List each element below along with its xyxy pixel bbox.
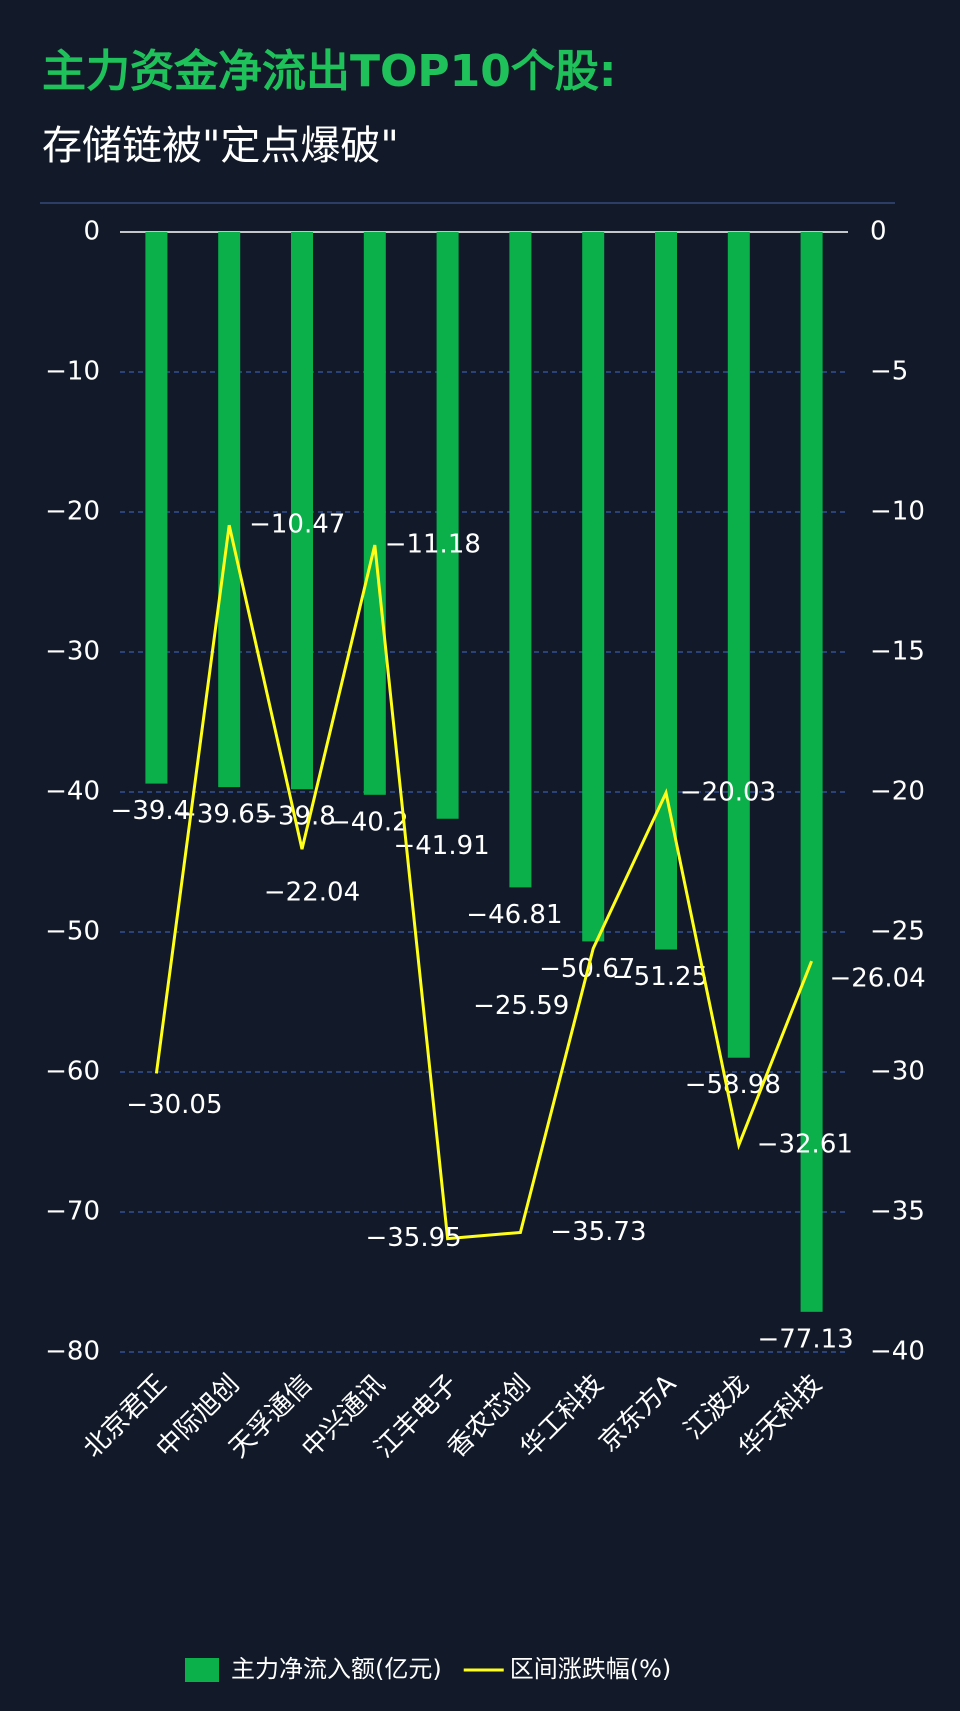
bar (436, 232, 459, 819)
bar-value-label: −51.25 (612, 962, 708, 992)
bar (509, 232, 532, 888)
y-tick-label: −50 (45, 917, 100, 947)
y-tick-label: −40 (45, 777, 100, 807)
bar-value-label: −40.2 (329, 807, 409, 837)
bar (727, 232, 750, 1058)
line-value-label: −35.95 (365, 1223, 461, 1253)
y-tick-label: 0 (83, 217, 100, 247)
y2-tick-label: −5 (870, 357, 908, 387)
line-value-label: −11.18 (385, 530, 481, 560)
bar (291, 232, 313, 790)
y-tick-label: −30 (45, 637, 100, 667)
bar-value-label: −46.81 (466, 900, 562, 930)
bar (800, 232, 823, 1312)
legend-label: 主力净流入额(亿元) (231, 1655, 442, 1683)
line-value-label: −25.59 (473, 991, 569, 1021)
bar (582, 232, 605, 942)
line-value-label: −26.04 (829, 964, 925, 994)
chart-subtitle: 存储链被"定点爆破" (42, 123, 399, 169)
bar (655, 232, 677, 950)
y2-tick-label: −10 (870, 497, 925, 527)
y-tick-label: −80 (45, 1337, 100, 1367)
y-tick-label: −10 (45, 357, 100, 387)
y2-tick-label: 0 (870, 217, 887, 247)
y2-tick-label: −20 (870, 777, 925, 807)
y-tick-label: −70 (45, 1197, 100, 1227)
bar-value-label: −39.4 (111, 796, 191, 826)
line-value-label: −32.61 (757, 1130, 853, 1160)
bar-value-label: −77.13 (757, 1324, 853, 1354)
y2-tick-label: −25 (870, 917, 925, 947)
bar (218, 232, 241, 788)
y2-tick-label: −30 (870, 1057, 925, 1087)
legend-swatch (185, 1658, 219, 1682)
chart-title: 主力资金净流出TOP10个股: (42, 46, 617, 97)
line (154, 524, 813, 1241)
y-tick-label: −60 (45, 1057, 100, 1087)
y2-tick-label: −15 (870, 637, 925, 667)
bar-value-label: −41.91 (393, 831, 489, 861)
line-value-label: −30.05 (126, 1090, 222, 1120)
line-value-label: −35.73 (550, 1217, 646, 1247)
bar (363, 232, 386, 795)
legend-label: 区间涨跌幅(%) (510, 1655, 672, 1683)
y2-tick-label: −40 (870, 1337, 925, 1367)
bar (145, 232, 168, 784)
y-tick-label: −20 (45, 497, 100, 527)
line-value-label: −20.03 (680, 777, 776, 807)
y2-tick-label: −35 (870, 1197, 925, 1227)
line-value-label: −10.47 (249, 510, 345, 540)
line-value-label: −22.04 (264, 878, 360, 908)
